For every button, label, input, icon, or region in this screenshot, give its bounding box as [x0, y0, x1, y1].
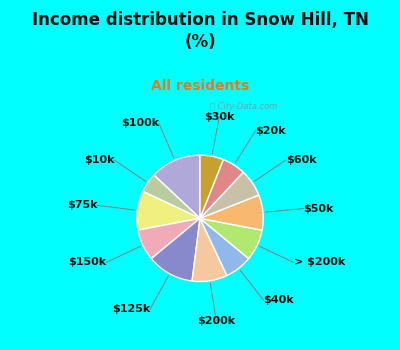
Text: $60k: $60k	[286, 155, 316, 165]
Text: All residents: All residents	[151, 79, 249, 93]
Wedge shape	[138, 218, 200, 259]
Wedge shape	[200, 218, 249, 275]
Text: $50k: $50k	[303, 204, 334, 214]
Text: $10k: $10k	[84, 155, 114, 165]
Wedge shape	[143, 175, 200, 218]
Text: $40k: $40k	[264, 295, 294, 305]
Text: $20k: $20k	[256, 126, 286, 136]
Text: $150k: $150k	[68, 258, 106, 267]
Wedge shape	[154, 155, 200, 218]
Text: $30k: $30k	[204, 112, 235, 121]
Text: > $200k: > $200k	[294, 258, 345, 267]
Text: Income distribution in Snow Hill, TN
(%): Income distribution in Snow Hill, TN (%)	[32, 10, 368, 51]
Text: $75k: $75k	[67, 200, 97, 210]
Text: ⓘ City-Data.com: ⓘ City-Data.com	[210, 103, 277, 111]
Text: $125k: $125k	[112, 304, 150, 314]
Text: $200k: $200k	[197, 316, 235, 326]
Wedge shape	[200, 172, 259, 218]
Wedge shape	[192, 218, 227, 281]
Wedge shape	[200, 160, 243, 218]
Wedge shape	[137, 191, 200, 230]
Wedge shape	[151, 218, 200, 281]
Wedge shape	[200, 195, 263, 230]
Wedge shape	[200, 218, 262, 259]
Text: $100k: $100k	[121, 118, 159, 128]
Wedge shape	[200, 155, 223, 218]
